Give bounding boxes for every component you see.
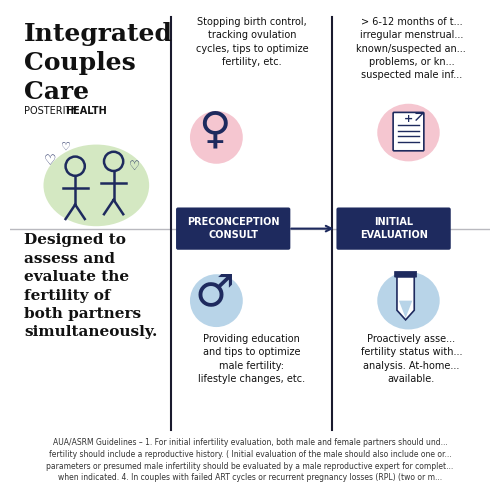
Ellipse shape (378, 104, 440, 162)
Ellipse shape (378, 272, 440, 330)
FancyBboxPatch shape (176, 208, 290, 250)
Text: Providing education
and tips to optimize
male fertility:
lifestyle changes, etc.: Providing education and tips to optimize… (198, 334, 306, 384)
Text: Integrated: Integrated (24, 22, 173, 46)
Ellipse shape (44, 144, 149, 226)
Text: Proactively asse...
fertility status with...
analysis. At-home...
available.: Proactively asse... fertility status wit… (360, 334, 462, 384)
Text: +: + (404, 114, 413, 124)
Text: Designed to
assess and
evaluate the
fertility of
both partners
simultaneously.: Designed to assess and evaluate the fert… (24, 234, 158, 340)
Ellipse shape (190, 274, 243, 327)
Text: AUA/ASRM Guidelines – 1. For initial infertility evaluation, both male and femal: AUA/ASRM Guidelines – 1. For initial inf… (46, 438, 454, 482)
Text: ♡: ♡ (44, 154, 56, 168)
Text: > 6-12 months of t...
irregular menstrual...
known/suspected an...
problems, or : > 6-12 months of t... irregular menstrua… (356, 18, 466, 80)
Text: Couples: Couples (24, 51, 136, 75)
Text: ♡: ♡ (129, 160, 140, 172)
Text: Stopping birth control,
tracking ovulation
cycles, tips to optimize
fertility, e: Stopping birth control, tracking ovulati… (196, 18, 308, 67)
Text: ♂: ♂ (194, 272, 234, 314)
Polygon shape (399, 300, 412, 318)
Text: ♡: ♡ (60, 142, 70, 152)
Text: HEALTH: HEALTH (66, 106, 108, 116)
Ellipse shape (190, 111, 243, 164)
Text: POSTERITY: POSTERITY (24, 106, 78, 116)
Text: Care: Care (24, 80, 90, 104)
FancyBboxPatch shape (393, 112, 424, 151)
Text: ♀: ♀ (198, 108, 231, 151)
Polygon shape (397, 276, 414, 320)
Text: PRECONCEPTION
CONSULT: PRECONCEPTION CONSULT (187, 218, 280, 240)
FancyBboxPatch shape (336, 208, 450, 250)
FancyBboxPatch shape (394, 272, 416, 277)
Text: INITIAL
EVALUATION: INITIAL EVALUATION (360, 218, 428, 240)
